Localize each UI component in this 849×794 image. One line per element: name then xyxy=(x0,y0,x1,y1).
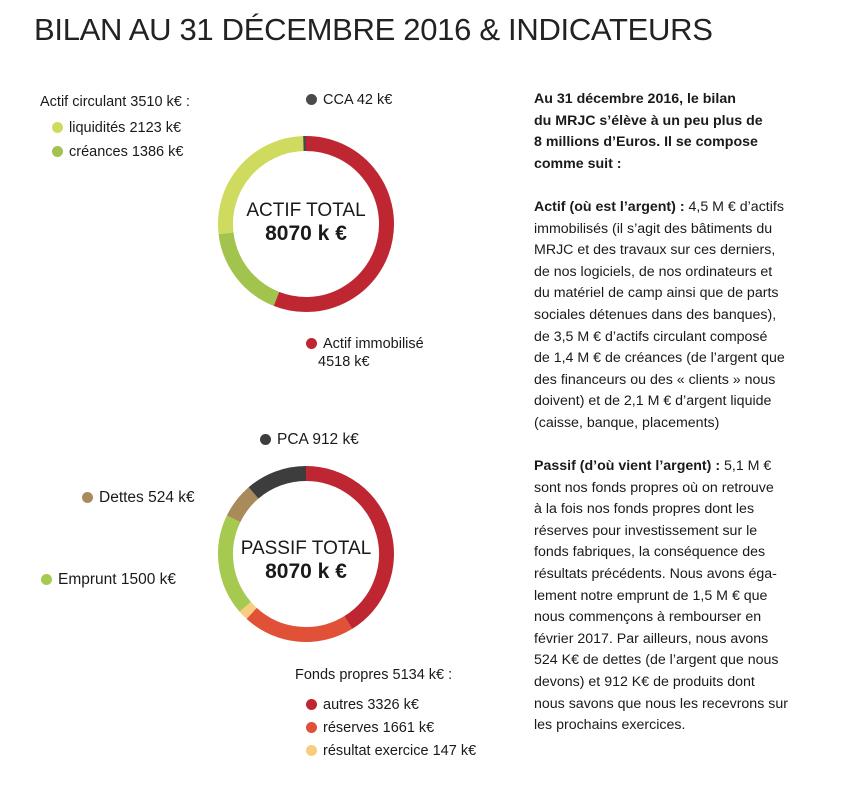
legend-creances: créances 1386 k€ xyxy=(52,144,183,160)
text-line: du MRJC s’élève à un peu plus de xyxy=(534,112,763,129)
text-line: Au 31 décembre 2016, le bilan xyxy=(534,91,736,107)
text-line: immobilisés (il s’agit des bâtiments du xyxy=(534,220,773,237)
text-line: des financeurs ou des « clients » nous xyxy=(534,371,776,388)
legend-cca: CCA 42 k€ xyxy=(306,92,392,108)
actif-center-value: 8070 k € xyxy=(265,222,347,245)
text-line: sociales détenues dans des banques), xyxy=(534,306,777,323)
donut-slice-créances xyxy=(218,232,280,306)
legend-actif-immobilise: Actif immobilisé xyxy=(306,336,424,352)
text-line: nous savons que nous les recevrons sur xyxy=(534,695,788,712)
passif-center-label: PASSIF TOTAL xyxy=(240,538,372,559)
donut-slice-réserves xyxy=(246,607,353,642)
legend-actif-immobilise-value: 4518 k€ xyxy=(318,354,370,370)
legend-dot xyxy=(306,338,317,349)
legend-label: Emprunt 1500 k€ xyxy=(58,571,177,588)
legend-dot xyxy=(306,94,317,105)
text-line: résultats précédents. Nous avons éga- xyxy=(534,565,777,582)
legend-liquidites: liquidités 2123 k€ xyxy=(52,120,181,136)
legend-label: créances 1386 k€ xyxy=(69,144,184,160)
legend-dot xyxy=(52,146,63,157)
donut-slice-emprunt xyxy=(218,515,252,612)
page-title: BILAN AU 31 DÉCEMBRE 2016 & INDICATEURS xyxy=(34,12,713,47)
actif-center-label: ACTIF TOTAL xyxy=(246,200,366,221)
legend-label: Actif immobilisé xyxy=(323,336,424,352)
fonds-propres-label: Fonds propres 5134 k€ : xyxy=(295,667,453,683)
legend-dot xyxy=(82,492,93,503)
text-line: Actif (où est l’argent) : 4,5 M € d’acti… xyxy=(534,197,785,219)
text-span: 4,5 M € d’actifs xyxy=(684,199,784,215)
text-line: (caisse, banque, placements) xyxy=(534,414,720,431)
intro-paragraph: Au 31 décembre 2016, le bilan du MRJC s’… xyxy=(534,89,763,175)
text-line: MRJC et des travaux sur ces derniers, xyxy=(534,242,776,259)
text-line: comme suit : xyxy=(534,155,622,172)
text-line: sont nos fonds propres où on retrouve xyxy=(534,479,774,496)
legend-label: liquidités 2123 k€ xyxy=(69,120,182,136)
text-line: de 3,5 M € d’actifs circulant composé xyxy=(534,328,768,345)
legend-resultat: résultat exercice 147 k€ xyxy=(306,743,476,759)
actif-heading: Actif (où est l’argent) : xyxy=(534,199,685,215)
donut-slice-autres xyxy=(305,466,394,629)
legend-label: Dettes 524 k€ xyxy=(99,489,195,506)
passif-center: PASSIF TOTAL 8070 k € xyxy=(216,538,396,584)
legend-pca: PCA 912 k€ xyxy=(260,431,359,449)
passif-heading: Passif (d’où vient l’argent) : xyxy=(534,458,721,474)
legend-label: autres 3326 k€ xyxy=(323,697,419,713)
donut-slice-dettes xyxy=(226,487,259,523)
legend-emprunt: Emprunt 1500 k€ xyxy=(41,571,176,589)
legend-autres: autres 3326 k€ xyxy=(306,697,419,713)
text-line: Passif (d’où vient l’argent) : 5,1 M € xyxy=(534,456,788,478)
text-line: 8 millions d’Euros. Il se compose xyxy=(534,134,758,151)
text-line: doivent) et de 2,1 M € d’argent liquide xyxy=(534,393,772,410)
legend-label: PCA 912 k€ xyxy=(277,431,359,448)
passif-paragraph: Passif (d’où vient l’argent) : 5,1 M € s… xyxy=(534,456,788,737)
legend-label: résultat exercice 147 k€ xyxy=(323,743,477,759)
legend-dot xyxy=(306,745,317,756)
actif-center: ACTIF TOTAL 8070 k € xyxy=(216,200,396,246)
actif-circulant-label: Actif circulant 3510 k€ : xyxy=(40,94,190,110)
donut-slice-résultat-exercice xyxy=(239,601,257,619)
donut-slice-actif-immobilisé xyxy=(273,136,394,312)
text-line: lement notre emprunt de 1,5 M € que xyxy=(534,587,768,604)
text-line: les prochains exercices. xyxy=(534,717,686,734)
text-line: 524 K€ de dettes (de l’argent que nous xyxy=(534,652,779,669)
actif-donut xyxy=(218,136,394,312)
legend-dot xyxy=(41,574,52,585)
text-line: de nos logiciels, de nos ordinateurs et xyxy=(534,263,773,280)
passif-center-value: 8070 k € xyxy=(265,560,347,583)
text-span: 5,1 M € xyxy=(720,458,772,474)
legend-dettes: Dettes 524 k€ xyxy=(82,489,195,507)
legend-dot xyxy=(52,122,63,133)
legend-label: réserves 1661 k€ xyxy=(323,720,435,736)
text-line: du matériel de camp ainsi que de parts xyxy=(534,285,779,302)
actif-paragraph: Actif (où est l’argent) : 4,5 M € d’acti… xyxy=(534,197,785,435)
passif-donut xyxy=(218,466,394,642)
legend-reserves: réserves 1661 k€ xyxy=(306,720,434,736)
legend-dot xyxy=(306,722,317,733)
text-line: à la fois nos fonds propres dont les xyxy=(534,501,755,518)
legend-dot xyxy=(260,434,271,445)
legend-dot xyxy=(306,699,317,710)
text-line: devons) et 912 K€ de produits dont xyxy=(534,673,755,690)
text-line: réserves pour investissement sur le xyxy=(534,522,758,539)
text-line: fonds fabriques, la conséquence des xyxy=(534,544,766,561)
legend-label: CCA 42 k€ xyxy=(323,92,393,108)
text-line: février 2017. Par ailleurs, nous avons xyxy=(534,630,769,647)
donut-slice-liquidités xyxy=(218,136,304,235)
text-line: nous commençons à rembourser en xyxy=(534,609,762,626)
text-line: de 1,4 M € de créances (de l’argent que xyxy=(534,350,785,367)
donut-slice-pca xyxy=(248,466,307,499)
